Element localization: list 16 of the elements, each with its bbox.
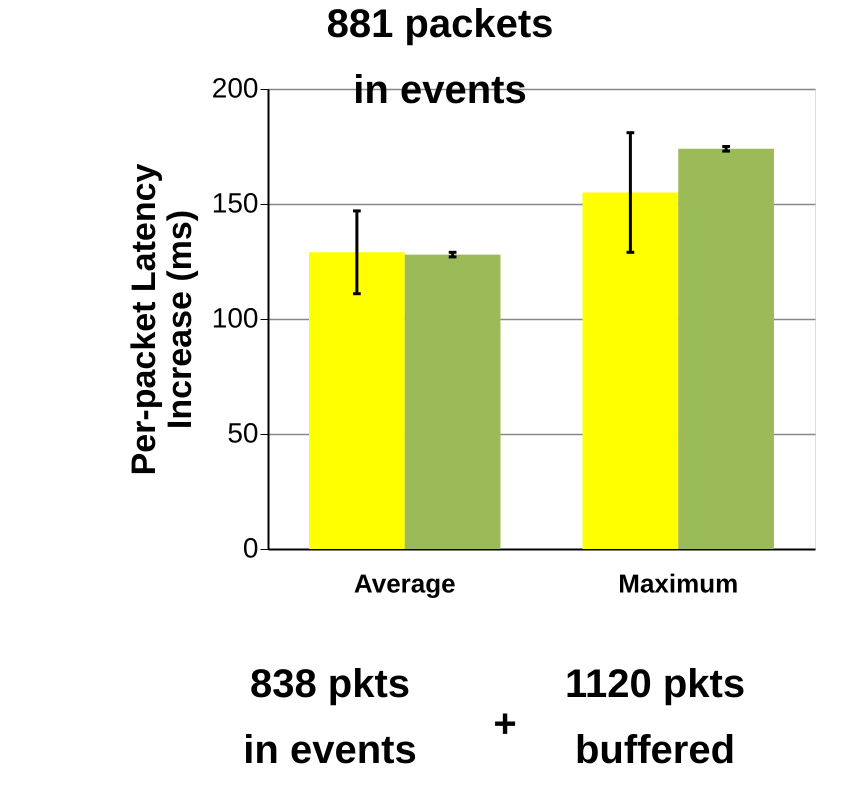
x-tick-label: Average xyxy=(354,568,456,598)
bar xyxy=(582,192,678,549)
y-tick-label: 100 xyxy=(212,302,258,334)
y-tick-label: 50 xyxy=(227,418,258,448)
y-tick-label: 0 xyxy=(242,532,258,564)
y-axis-title: Per-packet Latency Increase (ms) xyxy=(124,164,199,476)
y-tick-label: 150 xyxy=(212,188,258,218)
text: + xyxy=(493,702,517,746)
bar xyxy=(404,254,500,549)
x-tick-label: Maximum xyxy=(618,568,738,598)
annotation: 881 packets in events xyxy=(326,2,554,112)
bar xyxy=(309,252,405,549)
y-tick-label: 200 xyxy=(212,72,258,104)
text: 838 pkts in events xyxy=(243,662,417,772)
text: 1120 pkts buffered xyxy=(564,662,746,772)
bar xyxy=(678,148,774,549)
